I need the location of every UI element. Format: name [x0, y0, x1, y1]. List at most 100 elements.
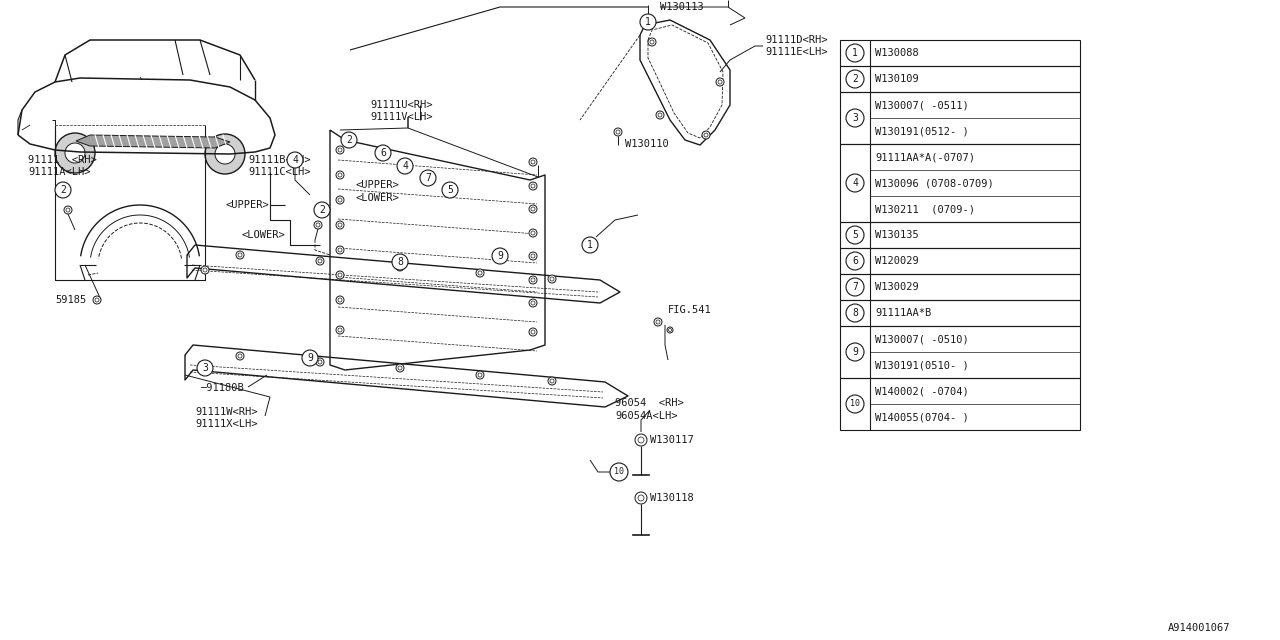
Circle shape: [302, 350, 317, 366]
Text: W120029: W120029: [876, 256, 919, 266]
Bar: [840, 378, 1080, 430]
Circle shape: [716, 78, 724, 86]
Text: 4: 4: [402, 161, 408, 171]
Text: <UPPER>: <UPPER>: [356, 180, 399, 190]
Polygon shape: [76, 135, 230, 148]
Text: W130135: W130135: [876, 230, 919, 240]
Circle shape: [614, 128, 622, 136]
Circle shape: [335, 146, 344, 154]
Circle shape: [93, 296, 101, 304]
Circle shape: [529, 158, 538, 166]
Circle shape: [846, 304, 864, 322]
Circle shape: [529, 328, 538, 336]
Circle shape: [316, 257, 324, 265]
Circle shape: [492, 248, 508, 264]
Circle shape: [667, 327, 673, 333]
Text: 96054A<LH>: 96054A<LH>: [614, 411, 677, 421]
Circle shape: [335, 326, 344, 334]
Bar: [840, 274, 1080, 300]
Text: 2: 2: [852, 74, 858, 84]
Text: 91111B<RH>: 91111B<RH>: [248, 155, 311, 165]
Circle shape: [215, 144, 236, 164]
Text: 10: 10: [614, 467, 625, 477]
Text: 9: 9: [307, 353, 312, 363]
Text: 8: 8: [397, 257, 403, 267]
Text: 1: 1: [645, 17, 652, 27]
Bar: [840, 300, 1080, 326]
Text: 1: 1: [852, 48, 858, 58]
Text: W130191(0512- ): W130191(0512- ): [876, 126, 969, 136]
Circle shape: [64, 206, 72, 214]
Bar: [840, 144, 1080, 222]
Text: 2: 2: [346, 135, 352, 145]
Text: W130118: W130118: [650, 493, 694, 503]
Circle shape: [236, 352, 244, 360]
Circle shape: [55, 182, 70, 198]
Text: 91111AA*A(-0707): 91111AA*A(-0707): [876, 152, 975, 162]
Circle shape: [846, 343, 864, 361]
Circle shape: [582, 237, 598, 253]
Circle shape: [314, 202, 330, 218]
Circle shape: [197, 360, 212, 376]
Circle shape: [397, 158, 413, 174]
Text: W130191(0510- ): W130191(0510- ): [876, 360, 969, 370]
Circle shape: [375, 145, 390, 161]
Circle shape: [635, 492, 646, 504]
Text: <UPPER>: <UPPER>: [225, 200, 269, 210]
Bar: [840, 40, 1080, 66]
Text: W130110: W130110: [625, 139, 668, 149]
Text: 91111U<RH>: 91111U<RH>: [370, 100, 433, 110]
Circle shape: [701, 131, 710, 139]
Circle shape: [654, 318, 662, 326]
Circle shape: [529, 205, 538, 213]
Bar: [840, 92, 1080, 144]
Text: 91111  <RH>: 91111 <RH>: [28, 155, 97, 165]
Circle shape: [236, 251, 244, 259]
Text: W130088: W130088: [876, 48, 919, 58]
Text: 96054  <RH>: 96054 <RH>: [614, 398, 684, 408]
Text: 3: 3: [202, 363, 207, 373]
Text: W130029: W130029: [876, 282, 919, 292]
Text: 91111D<RH>: 91111D<RH>: [765, 35, 827, 45]
Circle shape: [846, 226, 864, 244]
Text: W130211  (0709-): W130211 (0709-): [876, 204, 975, 214]
Text: <LOWER>: <LOWER>: [242, 230, 285, 240]
Circle shape: [635, 434, 646, 446]
Circle shape: [640, 14, 657, 30]
Circle shape: [476, 269, 484, 277]
Text: W130007( -0510): W130007( -0510): [876, 334, 969, 344]
Circle shape: [611, 463, 628, 481]
Text: 7: 7: [425, 173, 431, 183]
Circle shape: [340, 132, 357, 148]
Text: 91111X<LH>: 91111X<LH>: [195, 419, 257, 429]
Text: 3: 3: [852, 113, 858, 123]
Text: ─91180B: ─91180B: [200, 383, 243, 393]
Text: 9: 9: [497, 251, 503, 261]
Text: 91111W<RH>: 91111W<RH>: [195, 407, 257, 417]
Circle shape: [529, 299, 538, 307]
Text: 9: 9: [852, 347, 858, 357]
Text: W140002( -0704): W140002( -0704): [876, 386, 969, 396]
Circle shape: [529, 252, 538, 260]
Circle shape: [529, 276, 538, 284]
Bar: [840, 326, 1080, 378]
Text: A914001067: A914001067: [1167, 623, 1230, 633]
Circle shape: [335, 221, 344, 229]
Circle shape: [846, 70, 864, 88]
Text: 4: 4: [852, 178, 858, 188]
Bar: [840, 66, 1080, 92]
Circle shape: [335, 271, 344, 279]
Text: 91111E<LH>: 91111E<LH>: [765, 47, 827, 57]
Text: 5: 5: [852, 230, 858, 240]
Text: 91111A<LH>: 91111A<LH>: [28, 167, 91, 177]
Circle shape: [846, 278, 864, 296]
Text: 91111V<LH>: 91111V<LH>: [370, 112, 433, 122]
Circle shape: [55, 133, 95, 173]
Circle shape: [392, 254, 408, 270]
Bar: [840, 248, 1080, 274]
Circle shape: [442, 182, 458, 198]
Circle shape: [648, 38, 657, 46]
Circle shape: [846, 109, 864, 127]
Circle shape: [396, 364, 404, 372]
Text: 59185: 59185: [55, 295, 86, 305]
